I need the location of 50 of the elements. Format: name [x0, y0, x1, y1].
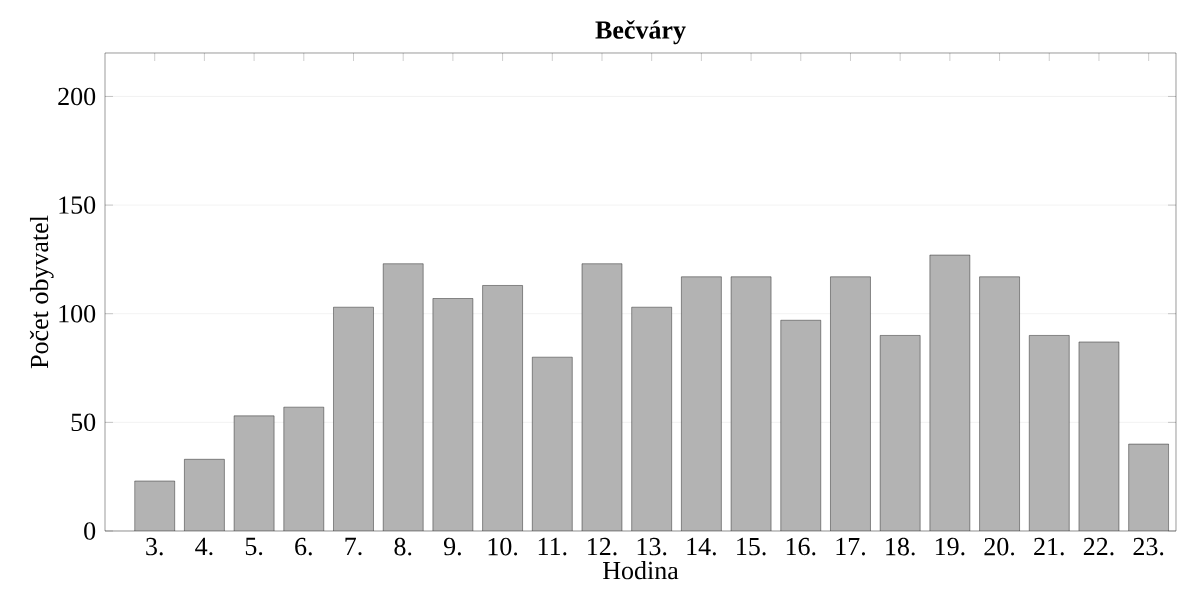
x-tick-label: 18.	[886, 537, 915, 556]
bar	[333, 307, 374, 531]
x-tick-label: 7.	[345, 537, 362, 556]
bar	[1029, 335, 1070, 531]
bar	[929, 255, 970, 531]
bar	[184, 459, 225, 531]
x-tick-label: 3.	[146, 537, 163, 556]
x-tick-label: 11.	[538, 537, 567, 556]
x-tick-label: 21.	[1034, 537, 1064, 556]
bar	[979, 276, 1020, 531]
x-axis-title: Hodina	[602, 561, 679, 580]
bar	[731, 276, 772, 531]
x-tick-label: 10.	[488, 537, 518, 556]
bar	[283, 407, 324, 531]
y-tick-label: 150	[59, 196, 96, 214]
bar	[134, 481, 175, 531]
bar	[1078, 341, 1119, 531]
x-tick-label: 22.	[1083, 537, 1114, 556]
x-tick-label: 17.	[836, 537, 866, 556]
x-tick-label: 13.	[637, 537, 667, 556]
x-tick-label: 23.	[1133, 537, 1164, 556]
x-tick-label: 8.	[394, 537, 412, 556]
chart-title: Bečváry	[595, 20, 686, 45]
y-tick-label: 50	[71, 413, 96, 432]
x-tick-label: 9.	[443, 537, 461, 556]
x-tick-label: 19.	[935, 537, 965, 556]
bar	[482, 285, 523, 531]
bar	[830, 276, 871, 531]
x-tick-label: 6.	[295, 537, 312, 556]
y-tick-label: 200	[58, 87, 96, 106]
bar	[1128, 443, 1169, 531]
x-tick-label: 14.	[687, 537, 716, 556]
x-tick-label: 15.	[737, 537, 766, 556]
bar	[880, 335, 921, 531]
bar	[631, 307, 672, 531]
bar	[681, 276, 722, 531]
bar	[532, 357, 573, 531]
y-axis-title: Počet obyvatel	[29, 215, 54, 369]
y-tick-label: 100	[59, 304, 96, 323]
bar	[383, 263, 424, 531]
bar	[581, 263, 622, 531]
bar	[780, 320, 821, 531]
x-tick-label: 5.	[245, 537, 263, 556]
y-tick-label: 0	[84, 522, 96, 540]
bar	[234, 415, 275, 531]
x-tick-label: 16.	[786, 537, 816, 556]
x-tick-label: 20.	[984, 537, 1015, 556]
bar	[432, 298, 473, 531]
x-tick-label: 4.	[195, 537, 213, 556]
x-tick-label: 12.	[588, 537, 617, 556]
